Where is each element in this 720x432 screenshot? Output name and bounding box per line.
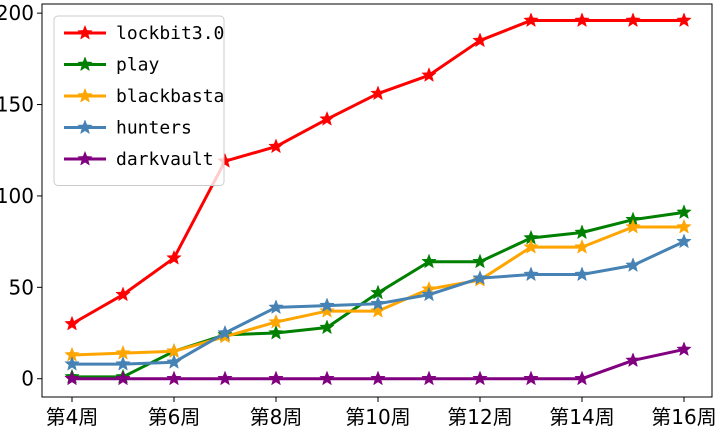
data-point [64, 315, 80, 331]
data-point [319, 370, 335, 386]
legend: lockbit3.0 play blackbasta hunters darkvault [53, 15, 225, 186]
data-point [319, 110, 335, 126]
data-point [574, 266, 590, 282]
data-point [64, 355, 80, 371]
data-point [472, 32, 488, 48]
data-point [523, 238, 539, 254]
y-tick-label: 150 [0, 93, 34, 117]
legend-marker [77, 56, 93, 72]
x-tick-label: 第6周 [148, 405, 201, 429]
data-point [625, 257, 641, 273]
data-point [370, 295, 386, 311]
y-tick-label: 0 [21, 367, 34, 391]
data-point [421, 67, 437, 82]
x-tick-label: 第14周 [549, 405, 614, 429]
x-tick-label: 第8周 [250, 405, 303, 429]
data-point [166, 354, 182, 369]
legend-label: play [116, 55, 160, 76]
data-point [472, 269, 488, 285]
data-point [574, 224, 590, 240]
plot-frame [41, 3, 713, 398]
series-lockbit3.0 [64, 12, 692, 331]
data-point [115, 370, 131, 386]
data-point [217, 370, 233, 386]
data-point [268, 324, 284, 340]
data-point [676, 12, 692, 28]
data-point [268, 138, 284, 154]
data-point [676, 233, 692, 249]
data-point [676, 341, 692, 357]
data-point [523, 12, 539, 28]
legend-marker [77, 87, 93, 103]
data-point [319, 302, 335, 318]
series-layer [64, 12, 692, 386]
data-point [115, 286, 131, 302]
legend-item: blackbasta [64, 86, 224, 107]
data-point [268, 299, 284, 315]
x-tick-label: 第16周 [651, 405, 716, 429]
data-point [523, 370, 539, 386]
data-point [115, 355, 131, 371]
legend-item: darkvault [64, 149, 214, 170]
legend-item: lockbit3.0 [64, 23, 224, 44]
data-point [370, 370, 386, 386]
data-point [217, 324, 233, 340]
legend-label: lockbit3.0 [116, 23, 224, 44]
legend-label: darkvault [116, 149, 214, 170]
data-point [421, 253, 437, 269]
data-point [166, 249, 182, 265]
legend-marker [77, 119, 93, 135]
data-point [319, 297, 335, 313]
data-point [472, 253, 488, 269]
legend-box [53, 15, 225, 186]
legend-item: play [64, 55, 160, 76]
data-point [421, 286, 437, 302]
y-tick-label: 200 [0, 1, 34, 25]
x-tick-label: 第10周 [345, 405, 410, 429]
series-play [64, 204, 692, 384]
y-tick-label: 100 [0, 184, 34, 208]
data-point [421, 370, 437, 386]
data-point [625, 352, 641, 368]
data-point [625, 12, 641, 28]
x-tick-label: 第12周 [447, 405, 512, 429]
y-tick-label: 50 [9, 275, 34, 299]
legend-marker [77, 24, 93, 40]
data-point [268, 370, 284, 386]
legend-item: hunters [64, 118, 192, 139]
data-point [472, 370, 488, 386]
legend-label: blackbasta [116, 86, 224, 107]
data-point [64, 370, 80, 386]
data-point [676, 218, 692, 234]
data-point [319, 319, 335, 335]
legend-marker [77, 150, 93, 166]
data-point [166, 370, 182, 386]
data-point [268, 313, 284, 329]
x-tick-label: 第4周 [46, 405, 99, 429]
data-point [574, 370, 590, 386]
data-point [574, 238, 590, 254]
legend-label: hunters [116, 118, 192, 139]
data-point [676, 204, 692, 220]
data-point [370, 302, 386, 318]
data-point [370, 85, 386, 101]
series-darkvault [64, 341, 692, 386]
data-point [574, 12, 590, 28]
data-point [625, 218, 641, 234]
series-hunters [64, 233, 692, 371]
data-point [523, 266, 539, 282]
